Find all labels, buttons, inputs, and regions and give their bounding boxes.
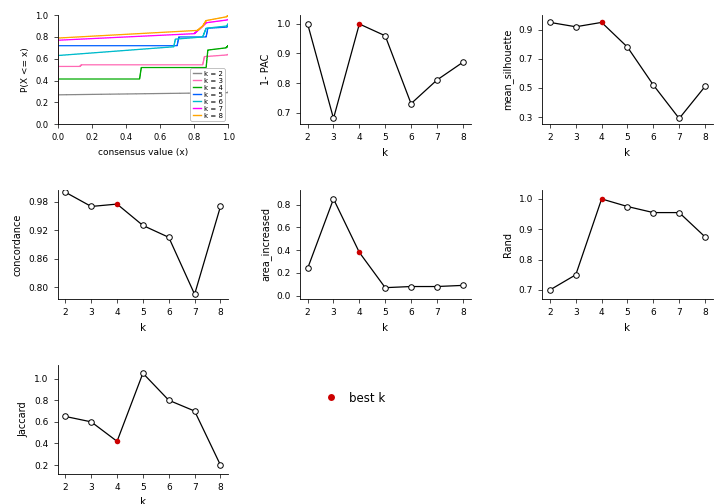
k = 3 xyxy=(224,51,233,57)
Line: k = 4: k = 4 xyxy=(58,46,228,124)
k = 3 xyxy=(128,62,137,68)
k = 7 xyxy=(71,36,79,42)
k = 2 xyxy=(171,90,179,96)
k = 5 xyxy=(189,34,198,40)
k = 7 xyxy=(171,32,179,38)
k = 8 xyxy=(128,31,137,37)
k = 5 xyxy=(171,43,179,49)
Line: k = 5: k = 5 xyxy=(58,26,228,124)
k = 6 xyxy=(189,35,198,41)
k = 3 xyxy=(189,62,198,68)
Y-axis label: Jaccard: Jaccard xyxy=(19,401,29,437)
Line: k = 8: k = 8 xyxy=(58,15,228,124)
k = 6 xyxy=(186,35,195,41)
k = 3 xyxy=(186,62,195,68)
Y-axis label: concordance: concordance xyxy=(13,213,23,276)
Line: k = 2: k = 2 xyxy=(58,92,228,124)
k = 7 xyxy=(53,121,62,128)
Line: k = 6: k = 6 xyxy=(58,24,228,124)
k = 5 xyxy=(53,121,62,128)
k = 2 xyxy=(128,91,137,97)
k = 3 xyxy=(122,62,131,68)
k = 5 xyxy=(122,43,131,49)
k = 7 xyxy=(189,31,198,37)
k = 5 xyxy=(224,23,233,29)
k = 8 xyxy=(189,28,198,34)
k = 2 xyxy=(224,89,233,95)
k = 4 xyxy=(71,76,79,82)
Y-axis label: 1- PAC: 1- PAC xyxy=(261,54,271,85)
k = 6 xyxy=(122,47,131,53)
k = 7 xyxy=(122,34,131,40)
k = 7 xyxy=(224,17,233,23)
k = 5 xyxy=(128,43,137,49)
X-axis label: k: k xyxy=(624,148,631,158)
X-axis label: k: k xyxy=(382,148,388,158)
Y-axis label: area_increased: area_increased xyxy=(260,208,271,281)
X-axis label: k: k xyxy=(140,323,146,333)
k = 2 xyxy=(186,90,195,96)
k = 2 xyxy=(53,121,62,128)
k = 2 xyxy=(189,90,198,96)
k = 8 xyxy=(53,121,62,128)
Y-axis label: P(X <= x): P(X <= x) xyxy=(21,47,30,92)
k = 4 xyxy=(189,65,198,71)
k = 8 xyxy=(186,28,195,34)
k = 4 xyxy=(186,65,195,71)
k = 6 xyxy=(53,121,62,128)
k = 4 xyxy=(171,65,179,71)
k = 8 xyxy=(122,31,131,37)
k = 6 xyxy=(128,47,137,53)
X-axis label: k: k xyxy=(624,323,631,333)
k = 4 xyxy=(224,43,233,49)
k = 4 xyxy=(122,76,131,82)
k = 3 xyxy=(71,64,79,70)
k = 4 xyxy=(53,121,62,128)
Legend: best k: best k xyxy=(315,387,390,409)
Legend: k = 2, k = 3, k = 4, k = 5, k = 6, k = 7, k = 8: k = 2, k = 3, k = 4, k = 5, k = 6, k = 7… xyxy=(191,69,225,121)
k = 6 xyxy=(224,21,233,27)
k = 2 xyxy=(71,92,79,98)
k = 2 xyxy=(122,91,131,97)
X-axis label: consensus value (x): consensus value (x) xyxy=(98,148,188,157)
k = 8 xyxy=(71,34,79,40)
k = 8 xyxy=(224,12,233,18)
k = 4 xyxy=(128,76,137,82)
Line: k = 3: k = 3 xyxy=(58,54,228,124)
Y-axis label: mean_silhouette: mean_silhouette xyxy=(503,29,513,110)
k = 3 xyxy=(53,121,62,128)
k = 6 xyxy=(71,51,79,57)
k = 7 xyxy=(128,34,137,40)
k = 5 xyxy=(71,43,79,49)
k = 8 xyxy=(171,29,179,35)
X-axis label: k: k xyxy=(140,497,146,504)
k = 5 xyxy=(186,34,195,40)
Y-axis label: Rand: Rand xyxy=(503,232,513,257)
Line: k = 7: k = 7 xyxy=(58,20,228,124)
k = 3 xyxy=(171,62,179,68)
k = 6 xyxy=(171,39,179,45)
X-axis label: k: k xyxy=(382,323,388,333)
k = 7 xyxy=(186,31,195,37)
